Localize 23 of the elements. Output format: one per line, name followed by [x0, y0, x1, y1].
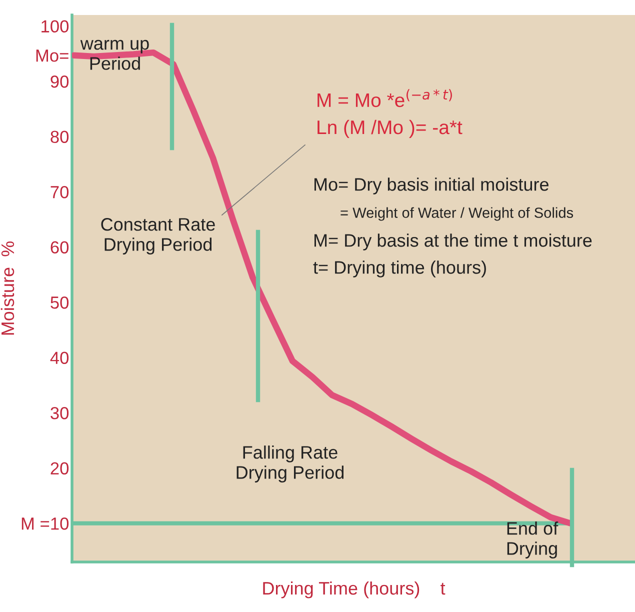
y-tick-label: 40	[50, 352, 69, 364]
y-tick-label: 100	[42, 20, 69, 33]
annotation: M= Dry basis at the time t moisture	[314, 234, 592, 250]
annotation: Ln (M /Mo )= -a*t	[318, 120, 462, 138]
annotation: Mo= Dry basis initial moisture	[314, 178, 548, 194]
y-tick-label: 30	[50, 406, 69, 420]
annotation: End of Drying	[507, 522, 558, 558]
y-tick-label: 20	[50, 462, 69, 475]
y-tick-label: 90	[50, 75, 69, 88]
annotation: Constant Rate Drying Period	[101, 218, 215, 254]
y-tick-label: Mo=	[36, 50, 68, 62]
y-axis-title: Moisture %	[0, 241, 14, 335]
y-tick-label: 70	[50, 186, 69, 198]
y-tick-label: M =10	[22, 517, 69, 530]
annotation: = Weight of Water / Weight of Solids	[340, 207, 574, 221]
y-tick-label: 60	[50, 241, 69, 254]
annotation: Falling Rate Drying Period	[236, 446, 344, 482]
y-tick-label: 80	[50, 130, 69, 144]
y-tick-label: 50	[50, 296, 69, 309]
annotation: warm up Period	[80, 40, 149, 70]
annotation: M = Mo *e$^{(−a*t)}$	[318, 89, 452, 108]
annotation: t= Drying time (hours)	[313, 260, 486, 278]
x-axis-title: Drying Time (hours) t	[263, 581, 446, 598]
